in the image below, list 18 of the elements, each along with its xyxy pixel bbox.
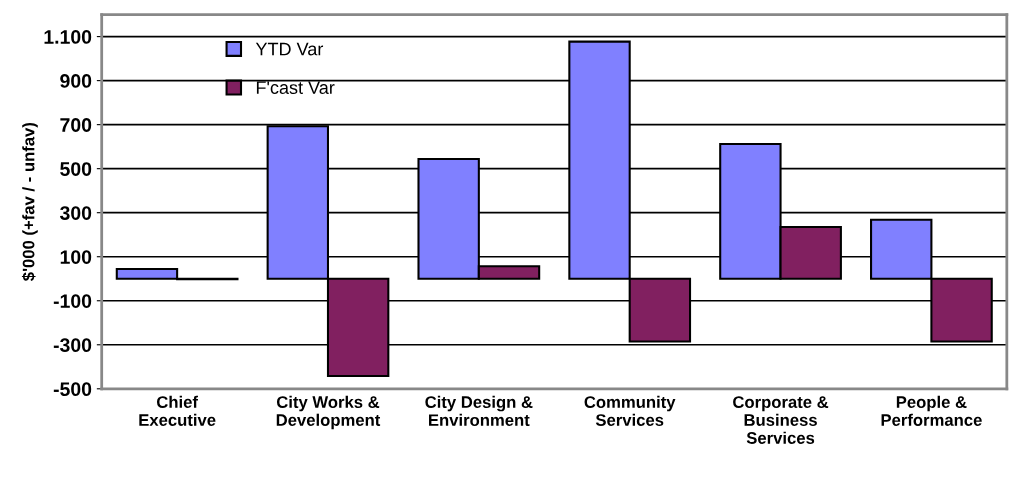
legend-label: F'cast Var: [256, 81, 335, 95]
y-tick-label: -100: [53, 294, 92, 308]
x-tick-label: City Works & Development: [276, 395, 381, 430]
y-tick-label: 100: [60, 250, 92, 264]
y-tick-label: 300: [59, 206, 92, 220]
x-tick-label: City Design & Environment: [425, 395, 533, 427]
x-tick-label: People & Performance: [881, 395, 982, 426]
y-tick-label: 900: [60, 74, 92, 88]
x-tick-label: Chief Executive: [139, 395, 216, 426]
y-tick-label: 1.100: [44, 30, 92, 44]
y-axis-title: $'000 (+fav / - unfav): [21, 122, 38, 282]
y-tick-label: 700: [60, 118, 92, 132]
y-tick-label: -500: [53, 382, 92, 397]
x-tick-label: Corporate & Business Services: [733, 396, 829, 444]
x-tick-label: Community Services: [584, 395, 676, 426]
legend-label: YTD Var: [255, 42, 324, 56]
y-tick-label: 500: [60, 162, 92, 176]
y-tick-label: -300: [53, 338, 92, 353]
